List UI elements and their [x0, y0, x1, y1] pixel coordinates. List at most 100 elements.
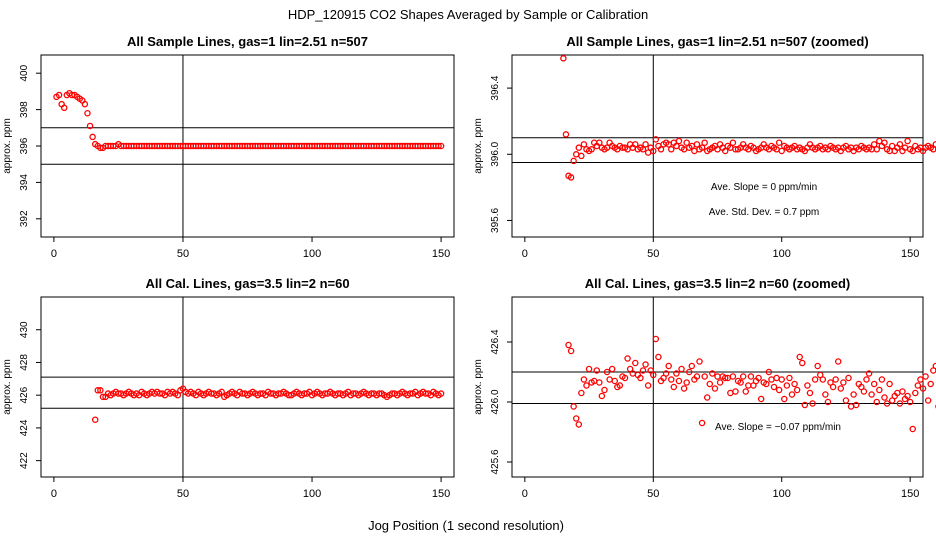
data-point	[650, 147, 657, 155]
data-point	[575, 421, 583, 428]
data-point	[886, 380, 893, 388]
data-point	[218, 388, 225, 396]
y-tick-label: 426	[19, 386, 30, 403]
data-point	[560, 55, 567, 62]
data-point	[809, 400, 816, 407]
data-point	[873, 146, 881, 153]
data-point	[437, 390, 445, 397]
data-point	[81, 100, 89, 108]
data-point	[652, 136, 660, 143]
data-point	[668, 376, 675, 383]
data-point	[919, 385, 927, 392]
data-point	[747, 373, 755, 380]
data-point	[97, 387, 104, 394]
data-point	[742, 388, 750, 395]
data-point	[868, 391, 875, 398]
data-point	[596, 139, 603, 146]
data-point	[691, 147, 698, 155]
y-tick-label: 426.0	[490, 389, 501, 414]
data-point	[799, 359, 806, 367]
x-tick-label: 100	[773, 248, 791, 260]
data-point	[788, 391, 796, 398]
x-tick-label: 100	[303, 248, 321, 260]
data-point	[801, 401, 809, 409]
data-point	[896, 141, 904, 148]
plot-frame	[40, 296, 455, 478]
data-point	[793, 386, 801, 394]
data-point	[685, 368, 693, 376]
data-point	[693, 141, 701, 148]
data-point	[770, 383, 778, 391]
data-point	[870, 380, 878, 388]
data-point	[837, 385, 845, 392]
data-point	[60, 104, 68, 112]
data-point	[904, 392, 911, 400]
data-point	[883, 400, 891, 407]
data-point	[765, 368, 773, 376]
data-point	[616, 382, 624, 389]
panel-title: All Cal. Lines, gas=3.5 lin=2 n=60	[145, 276, 349, 291]
data-point	[845, 374, 852, 382]
data-point	[606, 376, 613, 383]
data-point	[662, 370, 670, 377]
data-point	[696, 358, 703, 365]
x-tick-label: 150	[901, 248, 919, 260]
data-point	[852, 401, 860, 409]
data-point	[94, 387, 102, 394]
data-point	[860, 388, 868, 395]
data-point	[670, 383, 678, 391]
x-tick-label: 150	[432, 248, 450, 260]
panel-title: All Sample Lines, gas=1 lin=2.51 n=507 (…	[566, 34, 868, 49]
x-tick-label: 0	[522, 248, 528, 260]
data-point	[847, 403, 855, 410]
data-point	[829, 383, 837, 391]
chart-panel-3: All Cal. Lines, gas=3.5 lin=2 n=60 approx…	[2, 276, 455, 500]
data-point	[796, 353, 803, 361]
y-tick-label: 422	[19, 452, 30, 469]
data-point	[621, 374, 629, 382]
panel-title: All Sample Lines, gas=1 lin=2.51 n=507	[127, 34, 368, 49]
y-tick-label: 426.4	[490, 329, 501, 354]
data-point	[683, 139, 690, 146]
data-point	[922, 373, 929, 380]
data-point	[596, 379, 603, 386]
x-tick-label: 150	[432, 488, 450, 500]
data-point	[721, 374, 729, 382]
data-point	[814, 362, 821, 370]
data-point	[881, 394, 888, 401]
x-tick-label: 100	[773, 488, 791, 500]
x-tick-label: 50	[647, 248, 659, 260]
data-point	[680, 385, 688, 392]
data-point	[583, 382, 590, 389]
data-point	[99, 393, 107, 401]
data-point	[832, 376, 839, 383]
figure-title: HDP_120915 CO2 Shapes Averaged by Sample…	[288, 7, 648, 22]
x-tick-label: 50	[647, 488, 659, 500]
data-point	[909, 425, 916, 433]
data-point	[899, 388, 906, 395]
data-point	[562, 131, 570, 138]
panel-title: All Cal. Lines, gas=3.5 lin=2 n=60 (zoom…	[585, 276, 851, 291]
chart-panel-4: All Cal. Lines, gas=3.5 lin=2 n=60 (zoom…	[473, 276, 936, 500]
y-tick-label: 396.0	[490, 141, 501, 166]
data-point	[435, 142, 442, 150]
data-point	[701, 139, 708, 146]
data-point	[822, 391, 829, 398]
data-point	[834, 358, 842, 365]
panels: All Sample Lines, gas=1 lin=2.51 n=507 ap…	[2, 34, 936, 500]
data-point	[55, 91, 63, 99]
data-point	[709, 370, 716, 377]
y-tick-label: 398	[19, 101, 30, 118]
data-point	[896, 400, 904, 407]
data-point	[819, 376, 827, 383]
data-point	[865, 370, 873, 377]
data-point	[665, 362, 672, 370]
y-tick-label: 394	[19, 174, 30, 191]
y-tick-label: 395.6	[490, 208, 501, 233]
data-point	[624, 355, 631, 362]
data-point	[611, 377, 619, 385]
data-point	[572, 151, 580, 158]
data-point	[912, 389, 919, 397]
data-point	[927, 380, 934, 388]
